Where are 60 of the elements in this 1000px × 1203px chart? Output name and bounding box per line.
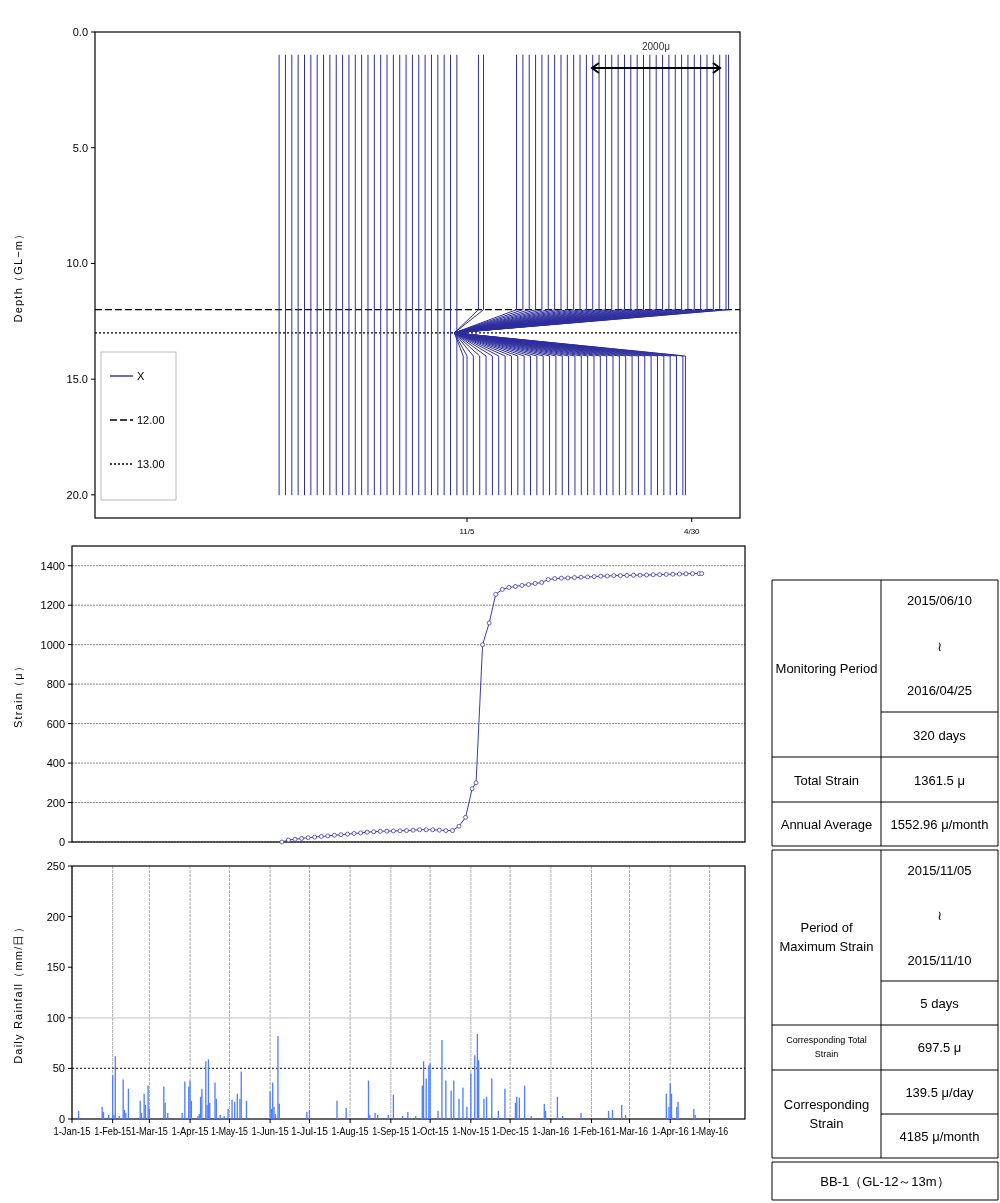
text: Corresponding Strain xyxy=(783,1096,870,1132)
text: 1361.5 μ xyxy=(914,772,965,788)
legend-label: 12.00 xyxy=(137,414,165,426)
text: 2015/11/10 xyxy=(907,952,972,968)
y-tick-label: 200 xyxy=(46,910,65,923)
y-tick-label: 50 xyxy=(52,1062,65,1075)
text: Corresponding Total Strain xyxy=(786,1035,867,1059)
legend-label: 13.00 xyxy=(137,458,165,470)
text: BB-1（GL-12～13m） xyxy=(820,1173,950,1189)
legend-label: X xyxy=(137,370,145,382)
y-tick-label: 200 xyxy=(46,796,65,809)
x-tick-label: 4/30 xyxy=(683,527,701,536)
x-tick-label: 1-Jun-15 xyxy=(251,1126,292,1137)
text: ≀ xyxy=(937,907,942,923)
text: Period of Maximum Strain xyxy=(779,919,874,955)
text: 4185 μ/month xyxy=(899,1128,980,1144)
x-tick-label: 1-Apr-16 xyxy=(651,1126,691,1137)
text: Total Strain xyxy=(793,772,860,788)
text: 1552.96 μ/month xyxy=(890,816,989,832)
y-tick-label: 5.0 xyxy=(72,141,88,154)
text: 2015/06/10 xyxy=(906,592,973,608)
y-tick-label: 600 xyxy=(46,717,65,730)
y-tick-label: 1200 xyxy=(40,599,65,612)
x-tick-label: 1-Mar-15 xyxy=(130,1126,172,1137)
x-tick-label: 1-Jul-15 xyxy=(290,1126,329,1137)
text: Annual Average xyxy=(780,816,873,832)
x-tick-label: 1-Oct-15 xyxy=(411,1126,451,1137)
text: 2015/11/05 xyxy=(907,862,972,878)
y-tick-label: 0 xyxy=(58,836,65,848)
y-axis-title: Strain（μ） xyxy=(12,660,24,728)
text: Monitoring Period xyxy=(775,660,878,676)
x-tick-label: 1-Jan-16 xyxy=(532,1126,572,1137)
text: 5 days xyxy=(920,995,960,1011)
y-tick-label: 0.0 xyxy=(72,26,88,38)
y-tick-label: 1400 xyxy=(40,559,65,572)
y-tick-label: 100 xyxy=(46,1011,65,1024)
x-tick-label: 11/5 xyxy=(459,527,476,536)
x-tick-label: 1-Aug-15 xyxy=(331,1126,373,1137)
text: 139.5 μ/day xyxy=(905,1084,975,1100)
y-tick-label: 1000 xyxy=(40,638,65,651)
x-tick-label: 1-Jan-15 xyxy=(53,1126,93,1137)
x-tick-label: 1-Apr-15 xyxy=(171,1126,211,1137)
text: 697.5 μ xyxy=(917,1039,962,1055)
y-tick-label: 150 xyxy=(46,961,65,974)
y-tick-label: 20.0 xyxy=(66,488,88,501)
y-tick-label: 15.0 xyxy=(66,373,88,386)
y-tick-label: 10.0 xyxy=(66,257,88,270)
x-tick-label: 1-Dec-15 xyxy=(491,1126,533,1137)
x-tick-label: 1-May-16 xyxy=(691,1126,734,1137)
text: 320 days xyxy=(913,727,967,743)
text: ≀ xyxy=(937,638,942,654)
annotation: 2000μ xyxy=(641,41,671,52)
y-tick-label: 800 xyxy=(46,678,65,691)
text: 2016/04/25 xyxy=(906,682,973,698)
x-tick-label: 1-Mar-16 xyxy=(611,1126,652,1137)
y-tick-label: 250 xyxy=(46,860,65,872)
y-tick-label: 0 xyxy=(58,1113,65,1125)
y-axis-title: Daily Rainfall（mm/日） xyxy=(12,921,24,1064)
y-axis-title: Depth（GL−m） xyxy=(12,227,24,323)
y-tick-label: 400 xyxy=(46,757,65,770)
